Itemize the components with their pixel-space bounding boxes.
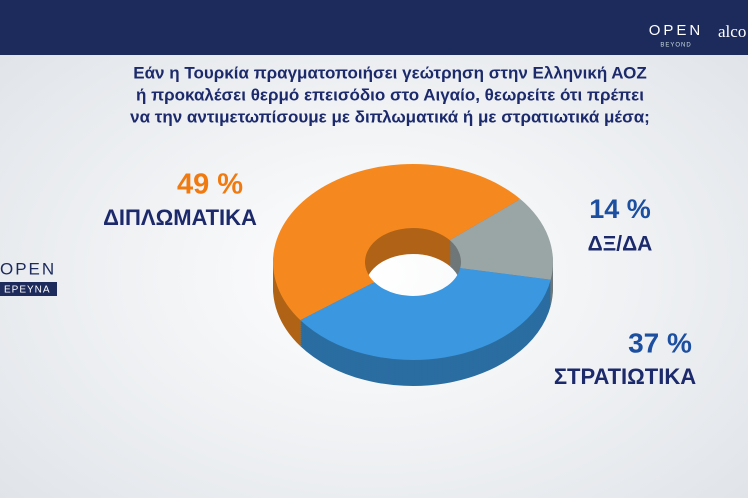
donut-slice — [300, 268, 551, 360]
donut — [273, 164, 553, 386]
category-label: ΔΞ/ΔΑ — [588, 233, 653, 256]
donut-slice — [273, 164, 521, 321]
top-bar — [0, 0, 748, 55]
donut-slice — [449, 199, 553, 280]
chart-title: ή προκαλέσει θερμό επεισόδιο στο Αιγαίο,… — [136, 85, 644, 104]
value-label: 49 % — [177, 169, 243, 201]
chart-title: να την αντιμετωπίσουμε με διπλωματικά ή … — [130, 107, 650, 126]
chart-title: Εάν η Τουρκία πραγματοποιήσει γεώτρηση σ… — [133, 63, 646, 82]
side-logo: OPEN — [0, 259, 56, 278]
partner-logo: alco — [718, 22, 746, 41]
side-logo-box — [0, 282, 57, 296]
side-logo-sub: ΕΡΕΥΝΑ — [4, 285, 51, 296]
category-label: ΣΤΡΑΤΙΩΤΙΚΑ — [554, 364, 696, 389]
top-logo-sub: BEYOND — [660, 43, 691, 49]
value-label: 14 % — [589, 194, 651, 224]
top-logo: OPEN — [649, 22, 704, 39]
value-label: 37 % — [628, 327, 692, 358]
category-label: ΔΙΠΛΩΜΑΤΙΚΑ — [103, 205, 257, 230]
